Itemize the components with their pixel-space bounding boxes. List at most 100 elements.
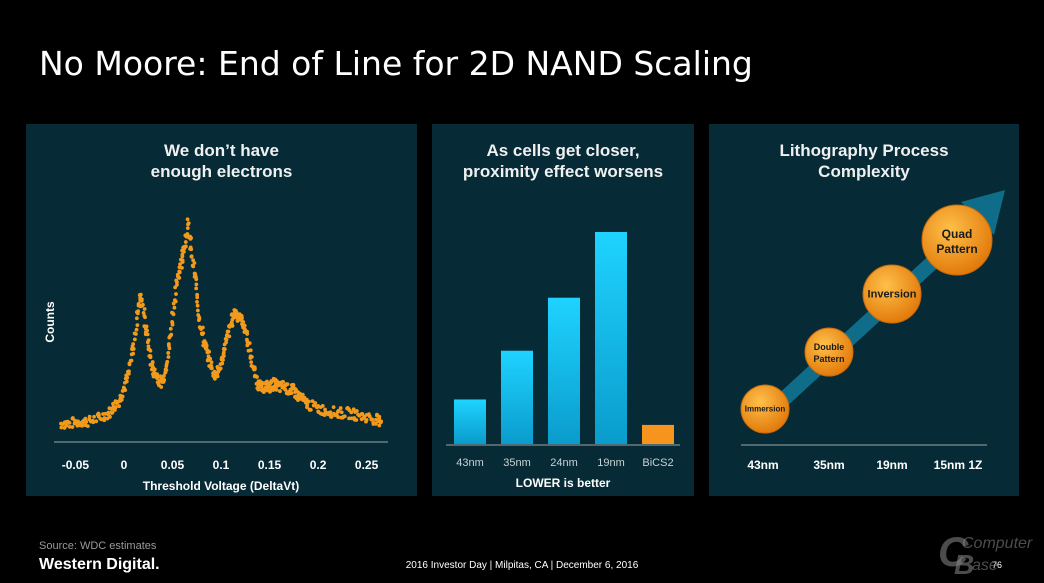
bar-category-label: BiCS2 [642, 457, 673, 469]
data-point [245, 332, 250, 336]
data-point [185, 226, 190, 231]
data-point [113, 405, 118, 409]
data-point [241, 320, 246, 324]
progress-arrow-head [961, 190, 1005, 235]
data-point [146, 338, 151, 343]
data-point [289, 391, 294, 395]
data-point [367, 414, 372, 419]
data-point [213, 376, 217, 381]
computerbase-watermark: C Computer B ase [938, 530, 1033, 580]
data-point [166, 355, 171, 359]
data-point [134, 327, 139, 332]
data-point [131, 351, 136, 356]
electrons-panel-title: We don’t have enough electrons [150, 141, 293, 181]
data-point [349, 410, 354, 415]
node-size-label: 43nm [747, 458, 778, 472]
data-point [271, 388, 276, 392]
data-point [67, 420, 72, 425]
data-point [166, 342, 171, 346]
brand-logo: Western Digital. [39, 556, 160, 573]
data-point [127, 362, 132, 367]
data-point [150, 360, 155, 364]
step-label: Inversion [868, 289, 917, 301]
data-point [291, 383, 296, 388]
data-point [195, 300, 199, 304]
data-point [209, 366, 214, 371]
data-point [360, 412, 365, 416]
data-point [328, 410, 333, 415]
data-point [165, 359, 170, 364]
data-point [177, 270, 182, 275]
data-point [83, 416, 88, 421]
bar-category-label: 24nm [550, 457, 578, 469]
data-point [162, 373, 166, 378]
data-point [249, 360, 254, 365]
data-point [221, 350, 226, 355]
data-point [168, 326, 173, 331]
data-point [163, 367, 168, 372]
data-point [135, 323, 140, 328]
data-point [180, 258, 185, 263]
data-point [124, 379, 129, 384]
proximity-panel: As cells get closer, proximity effect wo… [432, 124, 694, 496]
data-point [174, 278, 179, 283]
data-point [331, 405, 336, 410]
step-label: Pattern [936, 242, 977, 256]
bar-category-label: 43nm [456, 457, 484, 469]
data-point [169, 333, 173, 338]
data-point [123, 388, 128, 393]
data-point [379, 419, 384, 424]
data-point [132, 337, 137, 342]
data-point [67, 424, 72, 429]
data-point [125, 375, 130, 380]
data-point [166, 351, 171, 355]
data-point [339, 410, 344, 415]
data-point [247, 341, 252, 346]
watermark-line2-rest: ase [972, 557, 998, 574]
data-point [182, 244, 187, 249]
litho-panel: Lithography Process Complexity Immersion… [709, 124, 1019, 496]
data-point [142, 307, 147, 311]
data-point [131, 342, 136, 346]
bar [501, 350, 533, 444]
svg-text:C: C [938, 530, 969, 575]
data-point [220, 361, 225, 366]
data-point [320, 404, 325, 408]
data-point [310, 399, 315, 404]
proximity-bar-chart: 43nm 35nm 24nm 19nm BiCS2 LOWER is better [446, 232, 680, 490]
data-point [175, 282, 179, 287]
x-tick-label: 0 [121, 458, 128, 472]
data-point [313, 401, 318, 405]
data-point [329, 414, 334, 419]
data-point [92, 414, 96, 419]
x-tick-label: 0.2 [310, 458, 327, 472]
data-point [194, 286, 199, 291]
data-point [197, 316, 202, 321]
data-point [259, 381, 264, 386]
data-point [338, 406, 343, 410]
data-point [207, 349, 212, 354]
data-point [215, 373, 220, 378]
data-point [141, 302, 145, 307]
data-point [274, 387, 279, 392]
data-point [252, 367, 257, 372]
data-point [204, 347, 209, 352]
data-point [106, 410, 111, 415]
data-point [221, 358, 225, 362]
page-number: 76 [992, 560, 1003, 570]
data-point [170, 320, 175, 325]
data-point [209, 360, 214, 365]
x-tick-label: 0.05 [161, 458, 185, 472]
data-point [70, 425, 75, 429]
data-point [109, 411, 114, 415]
svg-text:B: B [954, 549, 974, 580]
x-axis-label: Threshold Voltage (DeltaVt) [143, 479, 299, 493]
x-tick-label: -0.05 [62, 458, 90, 472]
data-point [268, 388, 273, 393]
node-size-label: 35nm [813, 458, 844, 472]
data-point [354, 418, 359, 422]
data-point [306, 399, 311, 404]
data-point [223, 337, 228, 341]
data-point [194, 277, 199, 282]
data-point [185, 232, 190, 236]
